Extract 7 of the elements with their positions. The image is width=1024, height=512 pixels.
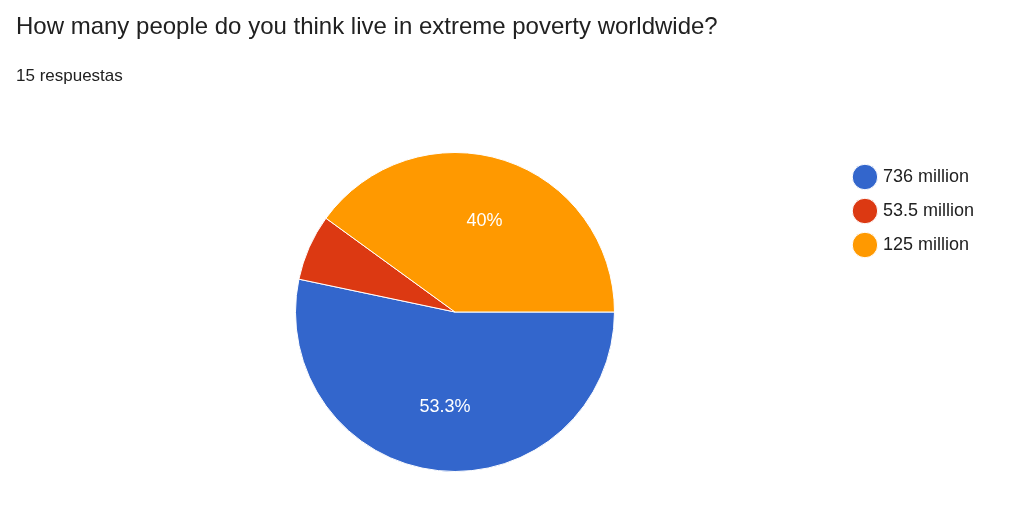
legend-label: 125 million (882, 233, 969, 254)
chart-title: How many people do you think live in extreme poverty worldwide? (16, 12, 718, 40)
text: 15 respuestas (16, 66, 123, 86)
legend-label: 736 million (882, 165, 969, 186)
data-label: 40% (466, 209, 503, 230)
legend-label: 53.5 million (882, 199, 974, 220)
data-label: 53.3% (419, 396, 471, 417)
